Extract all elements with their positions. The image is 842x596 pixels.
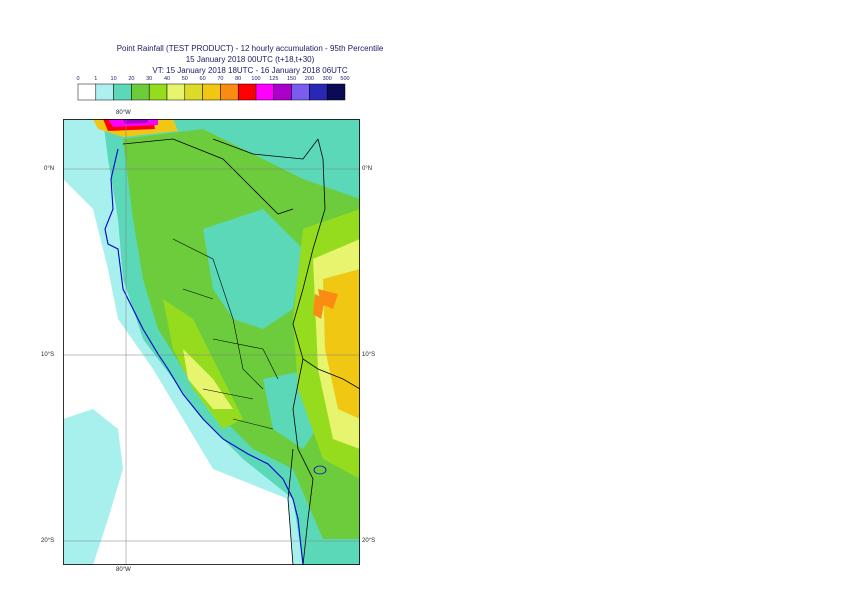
legend-threshold-label: 150	[287, 76, 296, 82]
legend-threshold-label: 200	[305, 76, 314, 82]
lon-label-top: 80°W	[116, 110, 131, 116]
legend-threshold-label: 300	[323, 76, 332, 82]
legend-swatch	[237, 83, 257, 101]
precip-dark-orange-2	[313, 294, 325, 319]
legend-swatch	[166, 83, 186, 101]
lake-titicaca	[313, 465, 327, 475]
legend-threshold-label: 500	[340, 76, 349, 82]
legend-swatch	[326, 83, 346, 101]
legend-swatch	[220, 83, 239, 101]
legend-threshold-label: 60	[200, 76, 206, 82]
border-colombia	[212, 138, 319, 160]
legend-swatch	[148, 83, 168, 101]
map-run-time: 15 January 2018 00UTC (t+18,t+30)	[185, 55, 315, 64]
legend-swatch	[309, 83, 328, 101]
offshore-precip-tail	[63, 409, 123, 565]
legend-threshold-label: 20	[128, 76, 134, 82]
legend-swatch	[113, 83, 132, 101]
lat-label-10s-right: 10°S	[362, 352, 376, 358]
legend-threshold-label: 40	[164, 76, 170, 82]
map-title: Point Rainfall (TEST PRODUCT) - 12 hourl…	[116, 44, 384, 53]
color-legend: 0 1 10 20 30 40 50 60 70 80 100 125 150 200 300 500	[76, 76, 350, 101]
legend-threshold-label: 80	[235, 76, 241, 82]
legend-threshold-label: 30	[146, 76, 152, 82]
legend-threshold-label: 100	[251, 76, 260, 82]
border-ecuador	[122, 138, 294, 215]
legend-swatch	[77, 83, 97, 101]
map-valid-time: VT: 15 January 2018 18UTC - 16 January 2…	[152, 66, 348, 75]
lat-label-20s-right: 20°S	[362, 538, 376, 544]
legend-threshold-label: 1	[94, 76, 97, 82]
legend-swatch	[202, 83, 221, 101]
border-brazil	[292, 138, 360, 390]
legend-threshold-label: 50	[182, 76, 188, 82]
legend-threshold-label: 70	[217, 76, 223, 82]
legend-swatch	[273, 83, 292, 101]
legend-swatch	[255, 83, 275, 101]
legend-swatch	[184, 83, 203, 101]
central-teal-basin	[203, 209, 303, 329]
rainfall-map	[63, 119, 360, 565]
lon-label-bottom: 80°W	[116, 567, 131, 573]
lat-label-20s-left: 20°S	[41, 538, 55, 544]
andes-yellow	[183, 349, 233, 409]
lat-label-0n-right: 0°N	[362, 166, 373, 172]
legend-swatch	[95, 83, 114, 101]
region-borders	[172, 238, 279, 430]
legend-threshold-label: 10	[111, 76, 117, 82]
legend-swatch	[291, 83, 310, 101]
legend-threshold-label: 0	[76, 76, 79, 82]
border-bolivia	[292, 358, 314, 565]
coastline	[104, 148, 304, 565]
legend-threshold-label: 125	[269, 76, 278, 82]
legend-swatch	[131, 83, 150, 101]
lat-label-0n-left: 0°N	[44, 166, 55, 172]
lat-label-10s-left: 10°S	[41, 352, 55, 358]
north-heavy-purple	[123, 119, 148, 124]
border-chile	[287, 448, 294, 565]
map-frame	[63, 119, 360, 565]
